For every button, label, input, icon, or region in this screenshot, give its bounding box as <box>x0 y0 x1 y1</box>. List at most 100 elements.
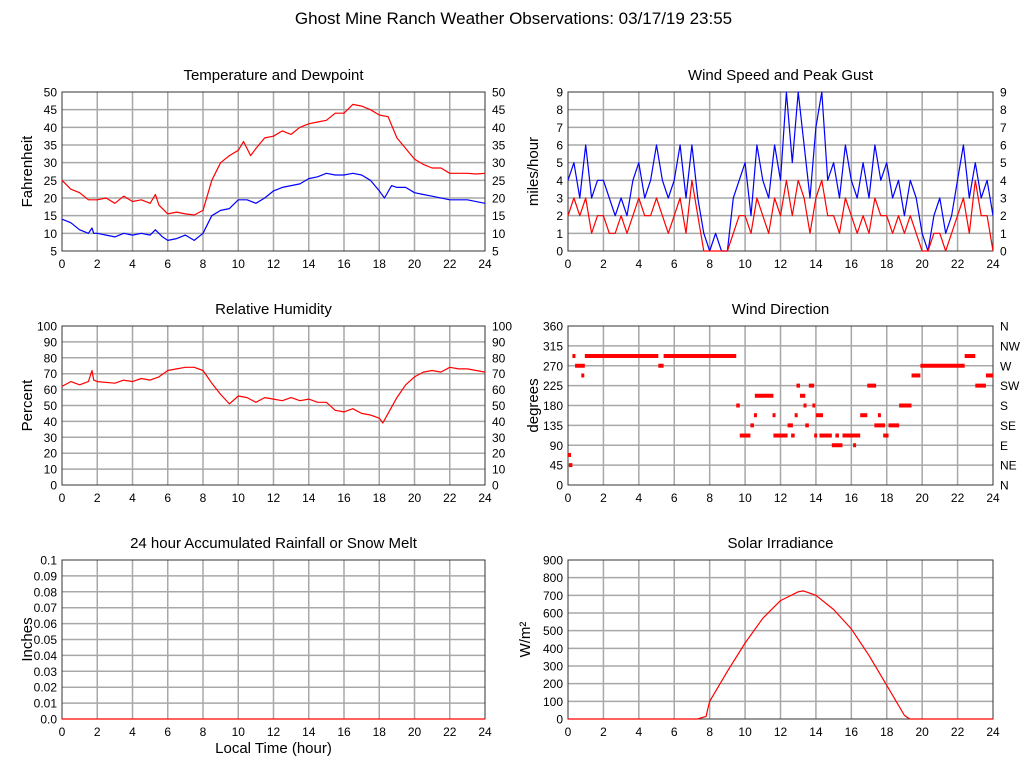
y-axis-label: Inches <box>19 617 36 661</box>
x-tick-label: 0 <box>59 491 66 505</box>
y-tick-label: 0.08 <box>34 585 58 599</box>
y-tick-label: 90 <box>550 439 564 453</box>
y-tick-label: 35 <box>44 139 58 153</box>
y-tick-label-right: 100 <box>492 320 512 334</box>
x-tick-label: 20 <box>915 725 929 739</box>
y-tick-label: 0.02 <box>34 681 58 695</box>
chart-rain: 24 hour Accumulated Rainfall or Snow Mel… <box>19 535 492 757</box>
y-axis-label: Percent <box>19 379 36 432</box>
x-tick-label: 6 <box>671 257 678 271</box>
x-tick-label: 0 <box>59 725 66 739</box>
x-tick-label: 16 <box>845 257 859 271</box>
y-tick-label: 0.09 <box>34 569 58 583</box>
plot-frame <box>567 559 994 720</box>
y-tick-label-right: 9 <box>1000 86 1007 100</box>
y-tick-label: 50 <box>44 86 58 100</box>
y-tick-label: 0.03 <box>34 665 58 679</box>
y-tick-label: 8 <box>556 103 563 117</box>
y-axis-label: degrees <box>525 378 542 432</box>
y-tick-label: 3 <box>556 192 563 206</box>
y-tick-label: 0.04 <box>34 649 58 663</box>
y-tick-label-right: 2 <box>1000 209 1007 223</box>
y-tick-label: 70 <box>44 367 58 381</box>
y-tick-label: 300 <box>543 660 563 674</box>
y-tick-label: 10 <box>44 227 58 241</box>
x-tick-label: 20 <box>408 725 422 739</box>
plot-frame <box>567 325 994 486</box>
chart-solar: Solar Irradiance010020030040050060070080… <box>517 535 1000 739</box>
y-tick-label: 315 <box>543 339 563 353</box>
y-tick-label: 25 <box>44 174 58 188</box>
plot-frame <box>567 91 994 252</box>
x-tick-label: 0 <box>565 725 572 739</box>
y-tick-label: 360 <box>543 320 563 334</box>
y-tick-label-right: SW <box>1000 379 1020 393</box>
x-tick-label: 6 <box>164 257 171 271</box>
x-tick-label: 16 <box>337 491 351 505</box>
y-tick-label-right: 60 <box>492 383 506 397</box>
plot-frame <box>61 91 486 252</box>
y-tick-label: 500 <box>543 624 563 638</box>
y-tick-label: 800 <box>543 571 563 585</box>
y-tick-label: 45 <box>550 459 564 473</box>
y-tick-label: 180 <box>543 399 563 413</box>
x-tick-label: 22 <box>443 725 457 739</box>
x-tick-label: 14 <box>809 491 823 505</box>
y-tick-label-right: 70 <box>492 367 506 381</box>
y-tick-label-right: 20 <box>492 192 506 206</box>
y-tick-label-right: 50 <box>492 86 506 100</box>
y-tick-label: 0 <box>556 713 563 727</box>
x-tick-label: 14 <box>302 257 316 271</box>
x-tick-label: 22 <box>951 725 965 739</box>
y-tick-label-right: 10 <box>492 463 506 477</box>
y-tick-label-right: 45 <box>492 103 506 117</box>
y-tick-label: 135 <box>543 419 563 433</box>
x-tick-label: 20 <box>408 257 422 271</box>
x-tick-label: 0 <box>565 257 572 271</box>
y-tick-label: 0.06 <box>34 617 58 631</box>
y-tick-label: 0 <box>556 479 563 493</box>
x-tick-label: 20 <box>915 257 929 271</box>
y-axis-label: W/m² <box>517 622 534 658</box>
x-tick-label: 2 <box>600 725 607 739</box>
x-tick-label: 4 <box>635 257 642 271</box>
y-tick-label: 40 <box>44 415 58 429</box>
x-tick-label: 20 <box>915 491 929 505</box>
y-tick-label: 50 <box>44 399 58 413</box>
y-tick-label-right: 35 <box>492 139 506 153</box>
y-tick-label-right: 20 <box>492 447 506 461</box>
y-tick-label-right: 5 <box>1000 156 1007 170</box>
x-tick-label: 8 <box>200 491 207 505</box>
y-tick-label: 0.1 <box>40 554 57 568</box>
x-tick-label: 16 <box>337 257 351 271</box>
x-tick-label: 8 <box>200 257 207 271</box>
y-tick-label: 4 <box>556 174 563 188</box>
x-tick-label: 14 <box>809 257 823 271</box>
chart-title: Temperature and Dewpoint <box>183 67 364 84</box>
series-solar-irradiance-line <box>568 590 993 720</box>
y-tick-label: 0.01 <box>34 697 58 711</box>
y-tick-label-right: 3 <box>1000 192 1007 206</box>
x-tick-label: 12 <box>774 257 788 271</box>
x-tick-label: 22 <box>443 491 457 505</box>
x-tick-label: 4 <box>635 725 642 739</box>
y-tick-label-right: 0 <box>1000 245 1007 259</box>
y-tick-label-right: 40 <box>492 121 506 135</box>
y-tick-label: 30 <box>44 431 58 445</box>
x-tick-label: 4 <box>129 725 136 739</box>
y-tick-label: 80 <box>44 351 58 365</box>
y-tick-label: 60 <box>44 383 58 397</box>
y-tick-label: 20 <box>44 447 58 461</box>
chart-title: Wind Speed and Peak Gust <box>688 67 874 84</box>
y-tick-label-right: 30 <box>492 156 506 170</box>
chart-title: Relative Humidity <box>215 301 332 318</box>
x-tick-label: 12 <box>267 257 281 271</box>
chart-title: Wind Direction <box>732 301 830 318</box>
x-tick-label: 8 <box>706 491 713 505</box>
y-tick-label: 30 <box>44 156 58 170</box>
y-tick-label: 90 <box>44 335 58 349</box>
y-tick-label: 0 <box>556 245 563 259</box>
y-tick-label-right: 0 <box>492 479 499 493</box>
